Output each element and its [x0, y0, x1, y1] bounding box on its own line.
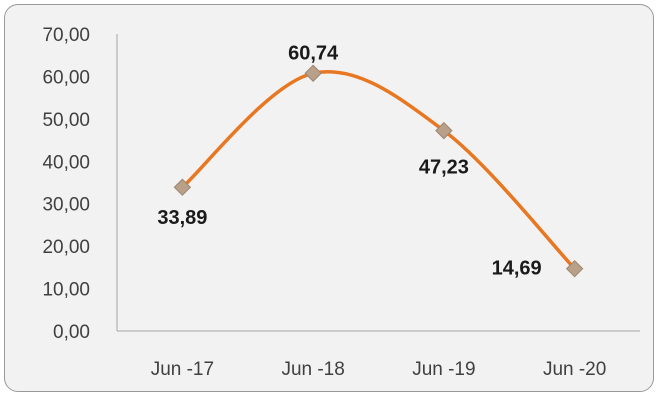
x-tick-label: Jun -17 — [151, 359, 214, 380]
y-tick-label: 30,00 — [42, 195, 90, 216]
chart-area — [4, 4, 654, 392]
x-tick-label: Jun -19 — [412, 359, 475, 380]
data-point — [565, 259, 584, 278]
data-label: 14,69 — [492, 258, 542, 280]
x-tick-label: Jun -18 — [281, 359, 344, 380]
y-tick-label: 10,00 — [42, 280, 90, 301]
x-tick-label: Jun -20 — [543, 359, 606, 380]
data-point — [435, 121, 453, 140]
y-tick-label: 20,00 — [42, 237, 90, 258]
y-tick-label: 50,00 — [42, 110, 90, 131]
data-label: 60,74 — [288, 42, 339, 64]
y-tick-label: 40,00 — [42, 152, 90, 173]
y-tick-label: 0,00 — [53, 322, 90, 343]
y-tick-label: 70,00 — [42, 25, 90, 46]
y-tick-label: 60,00 — [42, 67, 90, 88]
data-point — [304, 64, 322, 82]
data-label: 47,23 — [419, 157, 469, 179]
series-line — [180, 70, 577, 271]
data-label: 33,89 — [157, 207, 207, 229]
data-point — [173, 178, 192, 196]
